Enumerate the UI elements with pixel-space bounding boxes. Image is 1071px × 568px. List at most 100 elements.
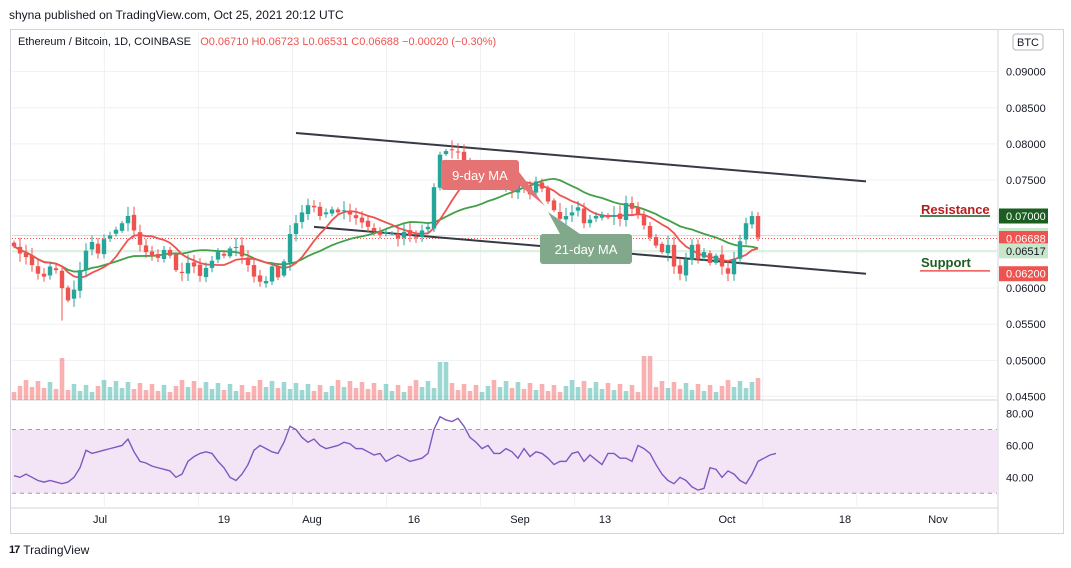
volume-bar — [413, 380, 419, 400]
candle-body — [611, 215, 617, 217]
ma9-callout-pointer — [519, 172, 545, 206]
candle-body — [191, 262, 197, 267]
volume-bar — [245, 392, 251, 400]
volume-bar — [227, 384, 233, 400]
price-tick-label: 0.04500 — [1006, 391, 1046, 403]
volume-bar — [593, 382, 599, 400]
price-tick-label: 0.05500 — [1006, 319, 1046, 331]
candle-body — [689, 244, 695, 260]
volume-bar — [299, 390, 305, 400]
volume-bar — [53, 389, 59, 400]
volume-bar — [437, 362, 443, 400]
candle-body — [653, 237, 659, 246]
candle-body — [221, 253, 227, 256]
volume-bar — [515, 382, 521, 400]
candle-body — [65, 287, 71, 301]
volume-bar — [665, 388, 671, 400]
candle-body — [215, 252, 221, 260]
candle-body — [629, 203, 635, 209]
time-tick-label: Aug — [302, 514, 322, 526]
volume-bar — [347, 381, 353, 400]
candle-body — [413, 236, 419, 238]
price-label-box — [999, 208, 1048, 224]
candle-body — [101, 239, 107, 255]
volume-bar — [431, 388, 437, 400]
candle-body — [11, 242, 17, 247]
candle-body — [563, 216, 569, 220]
volume-bar — [269, 381, 275, 400]
candle-body — [77, 270, 83, 291]
chart-frame — [10, 29, 1064, 534]
price-label: 0.06688 — [1006, 234, 1046, 246]
volume-bar — [47, 382, 53, 400]
tradingview-logo-icon: 17 — [9, 544, 20, 556]
volume-bar — [605, 383, 611, 400]
candle-body — [365, 220, 371, 227]
volume-bar — [707, 385, 713, 400]
volume-bar — [419, 387, 425, 400]
volume-bar — [275, 388, 281, 400]
volume-bar — [161, 385, 167, 400]
candle-body — [581, 208, 587, 224]
price-label: 0.07000 — [1006, 211, 1046, 223]
volume-bar — [479, 392, 485, 400]
volume-bar — [641, 356, 647, 400]
candle-body — [587, 219, 593, 224]
volume-bar — [137, 383, 143, 400]
volume-bar — [71, 384, 77, 400]
candle-body — [89, 241, 95, 250]
candle-body — [245, 257, 251, 266]
volume-bar — [257, 380, 263, 400]
candle-body — [359, 217, 365, 223]
volume-bar — [629, 385, 635, 400]
candle-body — [227, 248, 233, 257]
volume-bar — [509, 388, 515, 400]
candle-body — [239, 245, 245, 257]
volume-bar — [233, 391, 239, 400]
candle-body — [137, 232, 143, 245]
candle-body — [659, 243, 665, 253]
volume-bar — [239, 385, 245, 400]
candle-body — [383, 231, 389, 234]
candle-body — [281, 261, 287, 276]
candle-body — [725, 268, 731, 274]
rsi-tick-label: 60.00 — [1006, 440, 1034, 452]
volume-bar — [545, 391, 551, 400]
volume-bar — [581, 381, 587, 400]
candle-body — [167, 249, 173, 256]
candle-body — [701, 252, 707, 258]
rsi-tick-label: 40.00 — [1006, 472, 1034, 484]
price-label: 0.06517 — [1006, 246, 1046, 258]
price-tick-label: 0.08500 — [1006, 103, 1046, 115]
volume-bar — [713, 392, 719, 400]
candle-body — [713, 255, 719, 263]
volume-bar — [533, 390, 539, 400]
candle-body — [197, 264, 203, 276]
volume-bar — [29, 387, 35, 400]
candle-body — [293, 223, 299, 235]
candle-body — [707, 253, 713, 263]
candle-body — [35, 266, 41, 274]
candle-body — [149, 251, 155, 256]
volume-bar — [671, 382, 677, 400]
candle-body — [125, 216, 131, 224]
candle-body — [719, 254, 725, 267]
candle-body — [575, 207, 581, 211]
candle-body — [287, 234, 293, 263]
volume-bar — [311, 391, 317, 400]
candle-body — [671, 244, 677, 267]
candle-body — [209, 260, 215, 268]
candle-body — [257, 275, 263, 282]
tradingview-brand[interactable]: 17 TradingView — [9, 543, 89, 557]
volume-bar — [323, 392, 329, 400]
volume-bar — [263, 387, 269, 400]
volume-bar — [113, 381, 119, 400]
candle-body — [95, 243, 101, 254]
volume-bar — [209, 389, 215, 400]
volume-bar — [635, 392, 641, 400]
volume-bar — [359, 382, 365, 400]
candle-body — [47, 266, 53, 276]
volume-bar — [215, 383, 221, 400]
volume-bar — [623, 391, 629, 400]
